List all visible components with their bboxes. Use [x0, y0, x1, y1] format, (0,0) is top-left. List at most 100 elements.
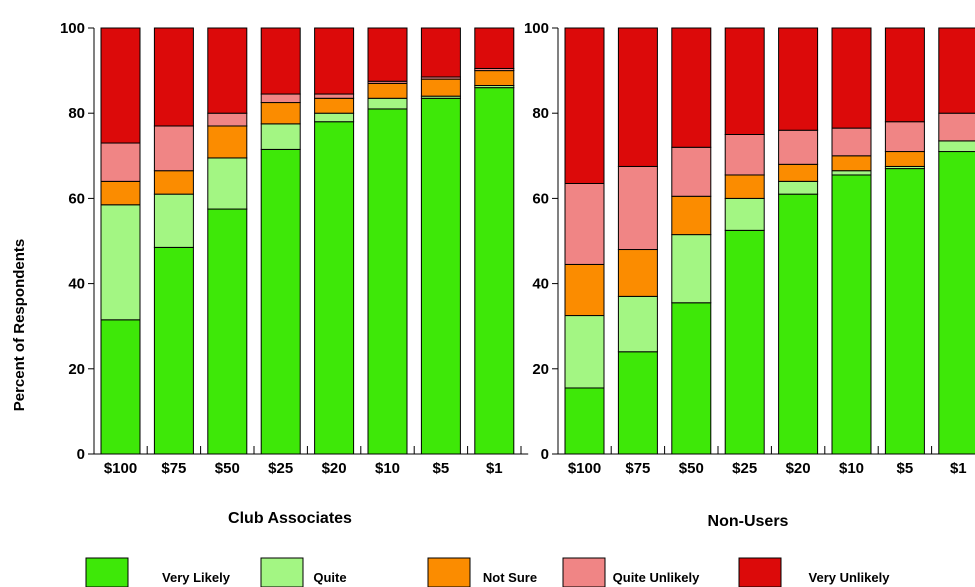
- bar-segment: [367, 82, 408, 99]
- bar-segment: [314, 93, 355, 99]
- bar-segment: [938, 27, 975, 114]
- x-tick-label: $25: [732, 460, 757, 477]
- bar-segment: [260, 102, 301, 125]
- bar-segment: [831, 27, 872, 129]
- x-tick-label: $10: [839, 460, 864, 477]
- bar-segment: [778, 163, 819, 182]
- bar-segment: [671, 27, 712, 148]
- bar-segment: [314, 97, 355, 114]
- y-tick-label: 40: [68, 276, 85, 293]
- x-tick-label: $5: [897, 460, 914, 477]
- y-tick-label: 40: [532, 276, 549, 293]
- bar-segment: [474, 70, 515, 87]
- bar-segment: [884, 151, 925, 167]
- bar-segment: [778, 193, 819, 455]
- legend-label: Not Sure: [483, 570, 537, 585]
- bar-segment: [260, 93, 301, 104]
- bar-segment: [153, 27, 194, 127]
- bar-segment: [938, 140, 975, 153]
- y-tick-label: 60: [68, 190, 85, 207]
- bar-segment: [314, 121, 355, 455]
- panel-1: 0 20 40 60 80 100 $100 $75 $50 $25 $20 $10 $5 $1 Club …: [60, 20, 529, 527]
- panel-title: Non-Users: [708, 513, 789, 530]
- bar-segment: [367, 27, 408, 82]
- bar-segment: [671, 234, 712, 304]
- y-tick-label: 20: [68, 361, 85, 378]
- x-tick-label: $100: [104, 460, 137, 477]
- legend-swatch: [738, 557, 782, 587]
- x-tick-label: $5: [433, 460, 450, 477]
- bar-segment: [617, 249, 658, 297]
- bar-segment: [474, 27, 515, 69]
- bar-segment: [420, 27, 461, 78]
- bar-segment: [724, 197, 765, 231]
- x-tick-label: $50: [215, 460, 240, 477]
- bar-segment: [367, 97, 408, 110]
- bar-segment: [100, 180, 141, 206]
- bar-segment: [564, 182, 605, 265]
- bar-segment: [367, 108, 408, 455]
- bar-segment: [564, 263, 605, 317]
- x-tick-label: $75: [161, 460, 186, 477]
- bar-segment: [831, 174, 872, 455]
- legend-swatch: [85, 557, 129, 587]
- bar-segment: [564, 387, 605, 455]
- bar-segment: [153, 170, 194, 195]
- y-tick-label: 60: [532, 190, 549, 207]
- x-tick-label: $25: [268, 460, 293, 477]
- bar-segment: [617, 27, 658, 167]
- bar-segment: [207, 27, 248, 114]
- bar-segment: [100, 142, 141, 182]
- y-tick-label: 100: [524, 20, 549, 37]
- bar-segment: [474, 87, 515, 455]
- bar-segment: [884, 27, 925, 123]
- bar-segment: [100, 319, 141, 455]
- bar-segment: [831, 170, 872, 176]
- legend-label: Very Unlikely: [809, 570, 891, 585]
- bar-segment: [938, 151, 975, 455]
- bar-segment: [207, 157, 248, 210]
- legend-swatch: [260, 557, 304, 587]
- legend-swatch: [427, 557, 471, 587]
- bar-segment: [153, 125, 194, 172]
- bar-segment: [724, 229, 765, 455]
- bar-segment: [314, 27, 355, 95]
- bar-segment: [260, 123, 301, 150]
- legend-item: Very Likely: [85, 557, 231, 587]
- bar-segment: [314, 112, 355, 123]
- legend-item: Very Unlikely: [738, 557, 891, 587]
- x-tick-label: $50: [679, 460, 704, 477]
- bar-segment: [153, 246, 194, 455]
- bar-segment: [831, 155, 872, 172]
- y-tick-label: 0: [541, 446, 549, 463]
- panel-title: Club Associates: [228, 510, 352, 527]
- legend-item: Quite Unlikely: [562, 557, 700, 587]
- x-tick-label: $10: [375, 460, 400, 477]
- y-tick-label: 100: [60, 20, 85, 37]
- bar-segment: [207, 208, 248, 455]
- bar-segment: [724, 134, 765, 176]
- x-tick-label: $75: [625, 460, 650, 477]
- y-axis-label: Percent of Respondents: [11, 239, 28, 412]
- bar-segment: [938, 112, 975, 142]
- bar-segment: [207, 125, 248, 159]
- bar-segment: [778, 180, 819, 195]
- bar-segment: [564, 27, 605, 184]
- bar-segment: [100, 27, 141, 144]
- bar-segment: [884, 168, 925, 455]
- bar-segment: [778, 27, 819, 131]
- bar-segment: [260, 27, 301, 95]
- y-tick-label: 20: [532, 361, 549, 378]
- x-tick-label: $100: [568, 460, 601, 477]
- y-tick-label: 80: [532, 105, 549, 122]
- panel-2: 0 20 40 60 80 100 $100 $75 $50 $25 $20 $10 $5 $1 Non-U…: [524, 20, 975, 530]
- bar-segment: [884, 121, 925, 153]
- bar-segment: [564, 315, 605, 389]
- legend-label: Quite: [313, 570, 346, 585]
- y-tick-label: 80: [68, 105, 85, 122]
- bar-segment: [260, 148, 301, 455]
- bar-segment: [420, 78, 461, 97]
- legend-swatch: [562, 557, 606, 587]
- bar-segment: [671, 302, 712, 455]
